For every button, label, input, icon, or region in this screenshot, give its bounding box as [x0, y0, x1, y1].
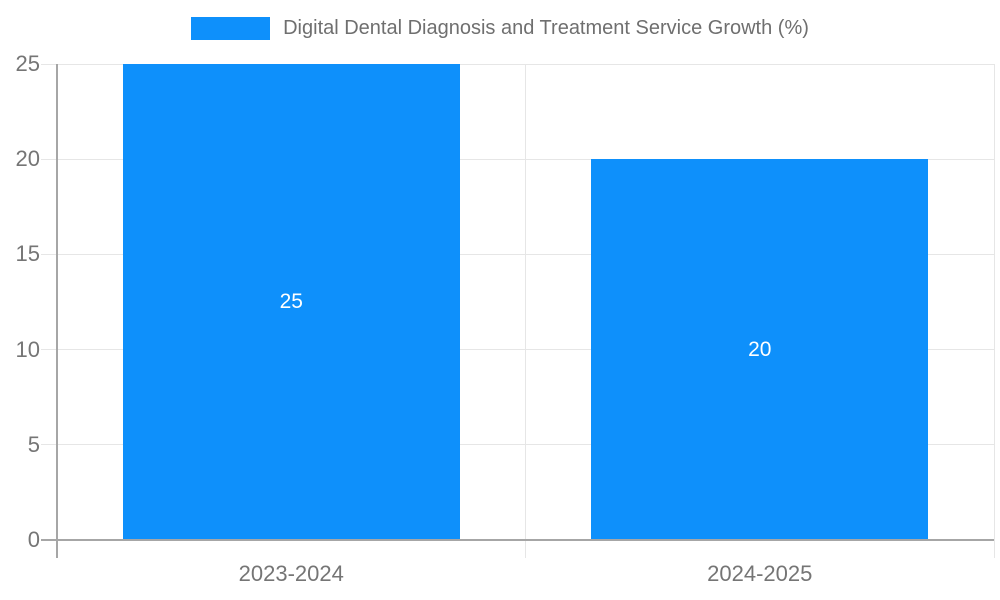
x-axis-line — [41, 539, 994, 541]
bar-value-label: 25 — [279, 290, 303, 313]
y-tick-label: 10 — [15, 336, 40, 362]
y-axis-line — [56, 64, 58, 558]
bar[interactable] — [122, 64, 460, 540]
x-tick-label: 2024-2025 — [707, 561, 813, 586]
y-tick-label: 20 — [15, 146, 40, 172]
bar-value-label: 20 — [748, 337, 772, 361]
x-tick-label: 2023-2024 — [238, 561, 344, 586]
y-axis-tick — [41, 253, 57, 255]
y-tick-label: 25 — [15, 51, 40, 76]
y-axis-tick — [41, 444, 57, 446]
y-tick-label: 0 — [27, 527, 40, 552]
gridline-vertical — [993, 64, 995, 558]
y-tick-label: 5 — [27, 431, 40, 457]
y-axis-tick — [41, 349, 57, 351]
legend-swatch-icon — [191, 17, 271, 40]
y-axis-tick — [41, 63, 57, 65]
legend-label: Digital Dental Diagnosis and Treatment S… — [283, 17, 809, 39]
gridline-vertical — [525, 64, 526, 558]
bar[interactable] — [591, 159, 929, 540]
legend: Digital Dental Diagnosis and Treatment S… — [0, 17, 1000, 40]
y-tick-label: 15 — [15, 241, 40, 267]
legend-item[interactable]: Digital Dental Diagnosis and Treatment S… — [191, 17, 809, 40]
y-axis-tick — [41, 158, 57, 160]
